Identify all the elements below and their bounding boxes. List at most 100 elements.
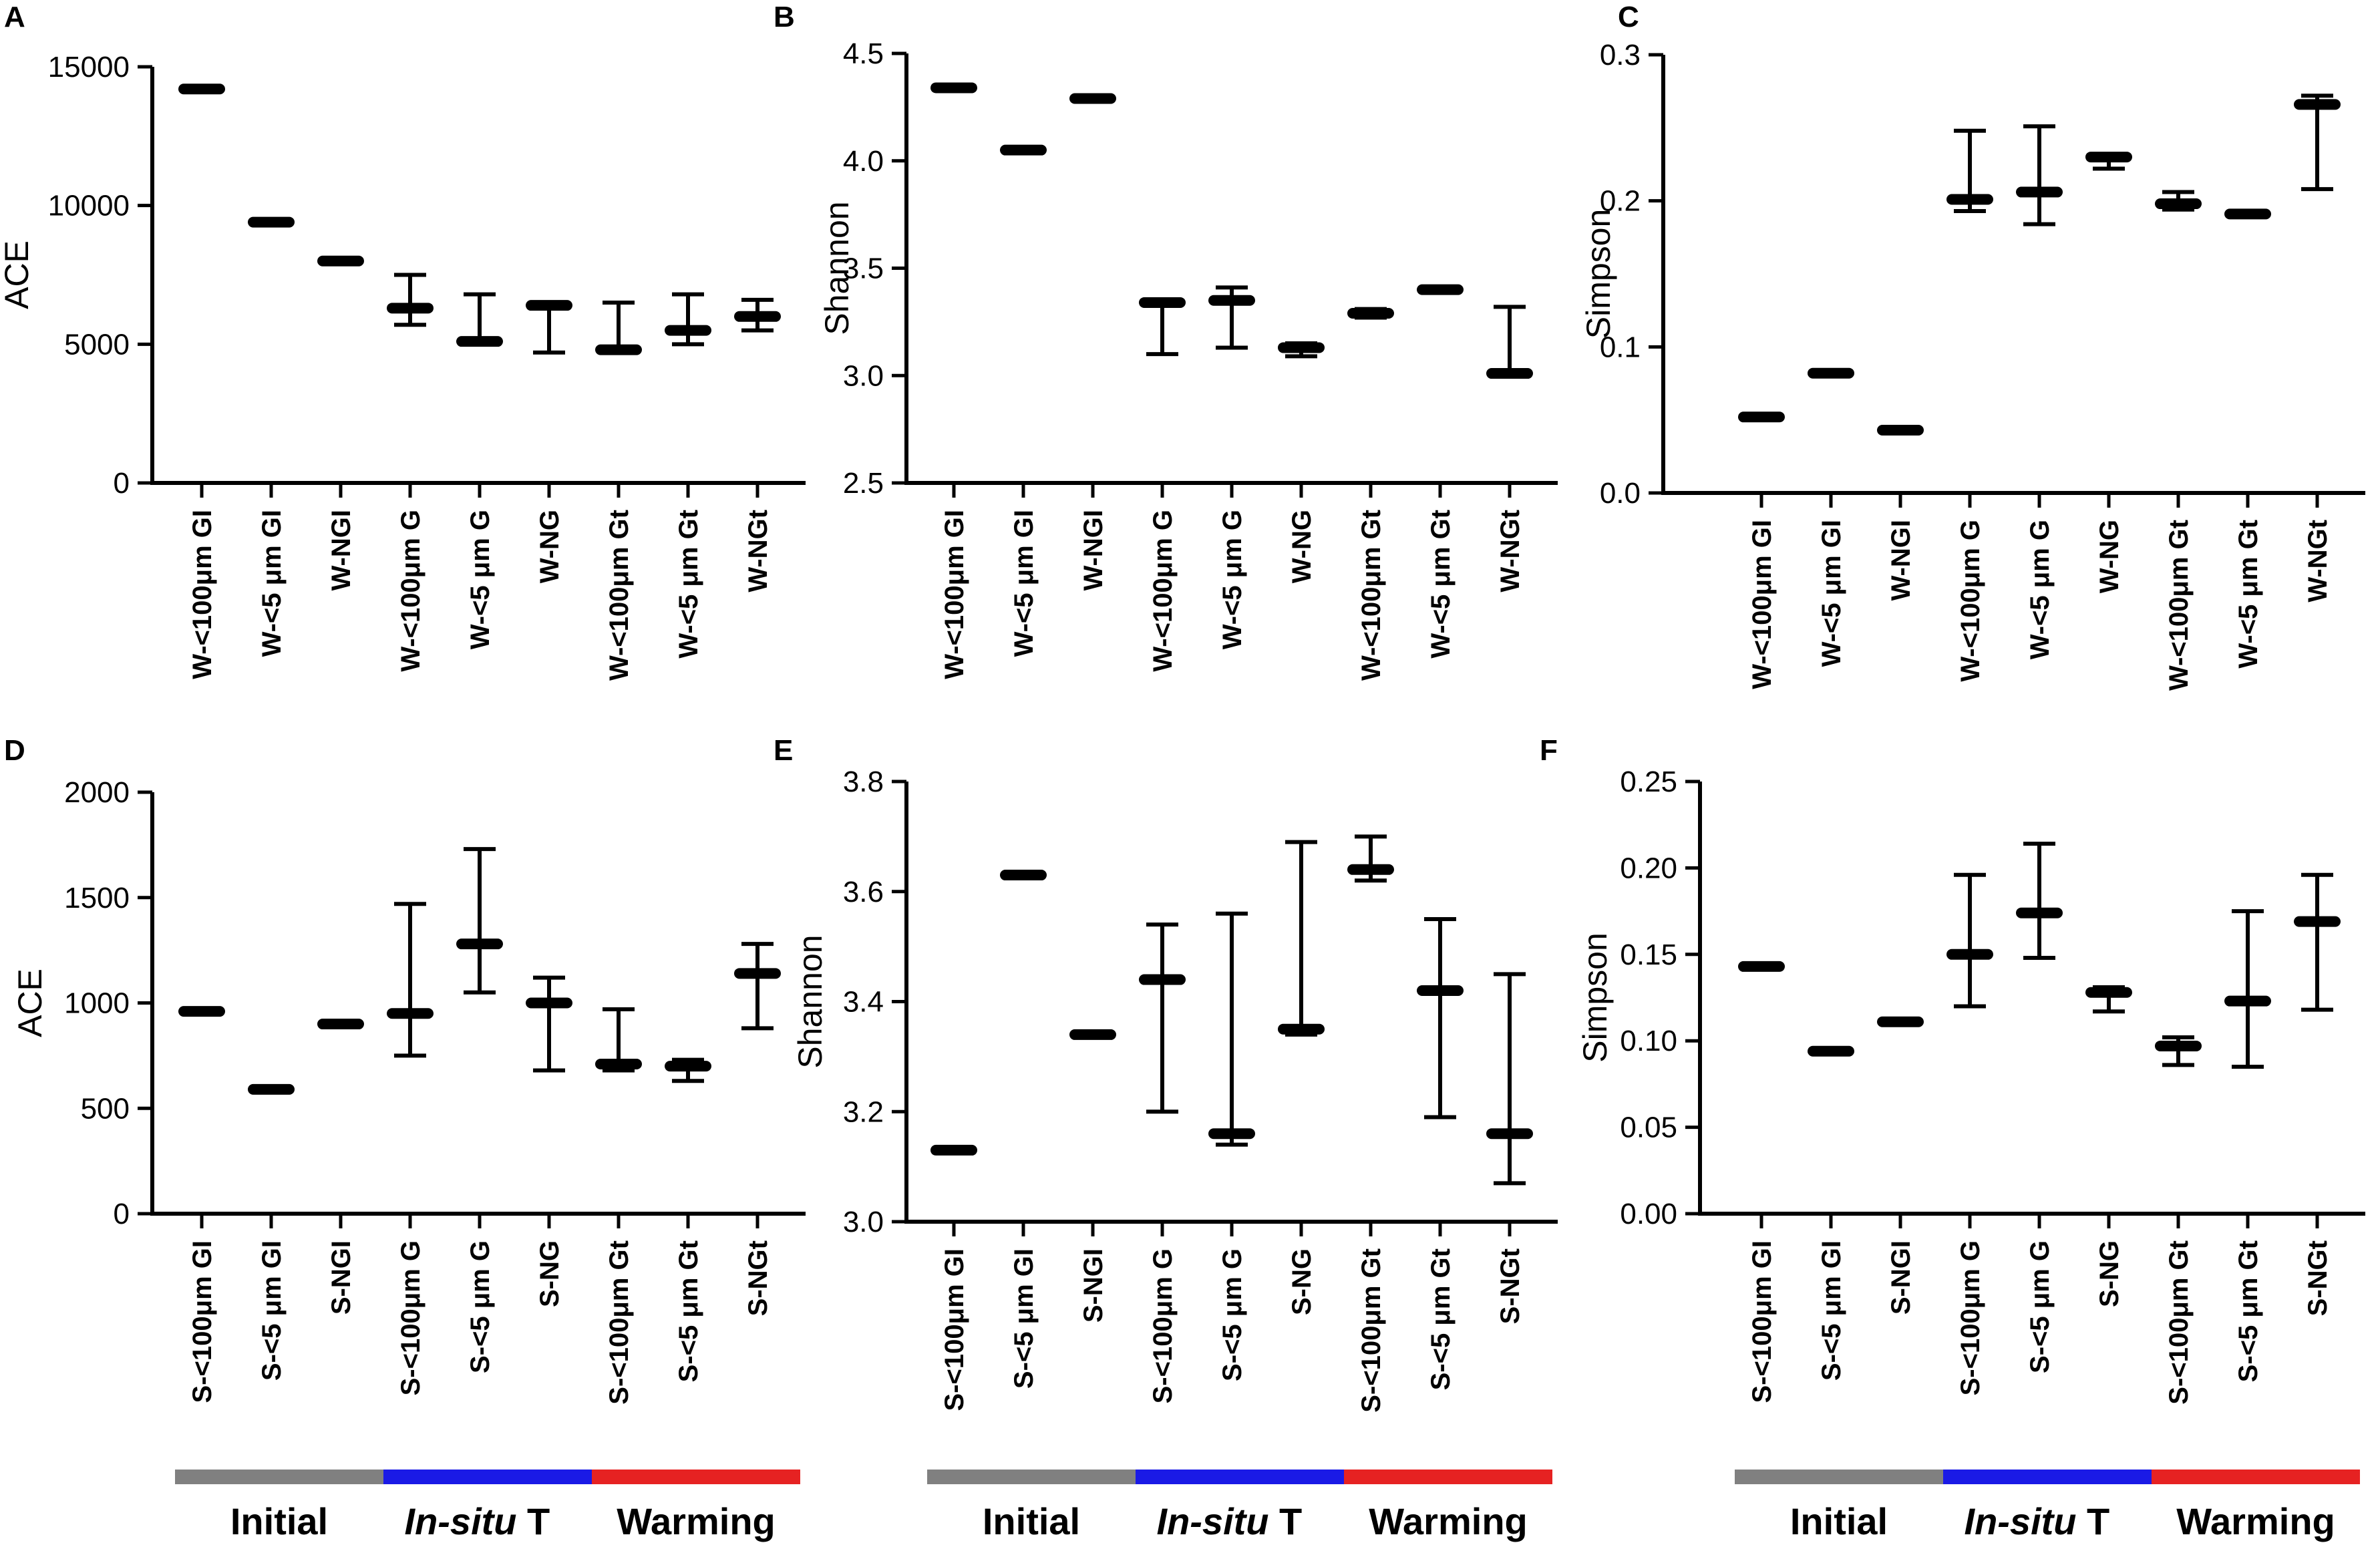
group-bar-initial — [927, 1470, 1136, 1484]
y-axis-label: ACE — [0, 240, 35, 309]
mean-marker — [930, 1144, 977, 1156]
x-tick-label: W-<5 μm Gt — [674, 510, 703, 659]
mean-marker — [2155, 198, 2202, 210]
x-tick-label: S-<5 μm G — [1218, 1248, 1247, 1381]
x-tick-label: S-<5 μm GI — [1817, 1240, 1846, 1381]
mean-marker — [2085, 152, 2132, 163]
mean-marker — [526, 300, 572, 311]
y-tick-label: 0.15 — [1620, 938, 1677, 971]
x-tick-label: W-<100μm GI — [1747, 520, 1777, 689]
group-label-insitu: In-situ T — [1157, 1500, 1303, 1542]
panel-F: F 0.00 0.05 0.10 0.15 0.20 0.25 Simpson S-<100μm… — [1540, 734, 2365, 1542]
x-tick-label: W-NGI — [327, 510, 356, 590]
y-tick-label: 0.20 — [1620, 852, 1677, 884]
mean-marker — [930, 82, 977, 94]
group-label-initial: Initial — [983, 1500, 1080, 1542]
group-label-warming: Warming — [2176, 1500, 2335, 1542]
group-label-insitu-suffix: T — [2077, 1500, 2110, 1542]
mean-marker — [1278, 1023, 1325, 1035]
mean-marker — [317, 255, 364, 267]
group-label-insitu-italic: In-situ — [1965, 1500, 2077, 1542]
x-tick-label: S-<5 μm Gt — [674, 1240, 703, 1382]
x-tick-label: S-<100μm Gt — [605, 1240, 634, 1405]
x-tick-label: S-<5 μm Gt — [2234, 1240, 2263, 1382]
x-tick-label: W-<5 μm Gt — [1426, 510, 1456, 659]
group-bar-warming — [2152, 1470, 2360, 1484]
group-label-insitu-italic: In-situ — [405, 1500, 517, 1542]
x-tick-label: W-NGt — [743, 510, 773, 592]
x-tick-label: W-NGt — [2303, 520, 2333, 603]
x-tick-label: W-NG — [1287, 510, 1317, 583]
panel-D: D 0 500 1000 1500 2000 ACE S-<100μm GI S-<5 μm G… — [4, 734, 806, 1542]
mean-marker — [1347, 308, 1394, 319]
x-tick-label: S-<100μm Gt — [1357, 1248, 1386, 1413]
mean-marker — [456, 336, 503, 347]
mean-marker — [1139, 974, 1186, 985]
group-bar-warming — [592, 1470, 800, 1484]
group-label-insitu: In-situ T — [405, 1500, 550, 1542]
mean-marker — [2224, 208, 2271, 220]
y-axis-label: Simpson — [1580, 209, 1617, 339]
mean-marker — [2016, 907, 2063, 918]
group-bar-warming — [1344, 1470, 1552, 1484]
x-tick-label: S-NG — [2095, 1240, 2124, 1307]
group-label-insitu-suffix: T — [1269, 1500, 1303, 1542]
mean-marker — [734, 311, 781, 322]
mean-marker — [1417, 985, 1464, 997]
x-tick-label: S-<100μm G — [1956, 1240, 1985, 1395]
x-tick-label: S-<100μm G — [396, 1240, 426, 1395]
x-tick-label: W-<5 μm G — [2025, 520, 2055, 659]
mean-marker — [2085, 987, 2132, 998]
y-tick-label: 0.05 — [1620, 1111, 1677, 1144]
group-bar-insitu — [1136, 1470, 1344, 1484]
x-tick-label: S-<5 μm Gt — [1426, 1248, 1456, 1390]
panel-E: E 3.0 3.2 3.4 3.6 3.8 Shannon S-<100μm GI S-<5 μ… — [774, 734, 1558, 1542]
mean-marker — [178, 1006, 225, 1017]
x-tick-label: S-NG — [1287, 1248, 1317, 1315]
mean-marker — [317, 1019, 364, 1030]
x-tick-label: W-<100μm Gt — [1357, 510, 1386, 681]
group-label-warming: Warming — [617, 1500, 775, 1542]
y-tick-label: 3.0 — [843, 359, 884, 392]
mean-marker — [1946, 949, 1993, 960]
y-tick-label: 3.5 — [843, 252, 884, 285]
mean-marker — [1069, 1029, 1116, 1040]
x-tick-label: S-NGt — [1496, 1248, 1525, 1324]
x-tick-label: W-<5 μm GI — [257, 510, 287, 657]
y-tick-label: 0.1 — [1600, 331, 1641, 363]
x-tick-label: W-NG — [535, 510, 564, 583]
panel-label: B — [774, 1, 795, 33]
mean-marker — [1808, 1045, 1854, 1057]
group-label-insitu: In-situ T — [1965, 1500, 2110, 1542]
y-tick-label: 5000 — [64, 328, 130, 361]
mean-marker — [387, 303, 434, 314]
x-tick-label: S-NG — [535, 1240, 564, 1307]
x-tick-label: W-<5 μm G — [466, 510, 495, 649]
mean-marker — [595, 344, 642, 355]
panel-label: E — [774, 734, 793, 767]
mean-marker — [2155, 1040, 2202, 1051]
mean-marker — [2294, 99, 2341, 110]
mean-marker — [1000, 144, 1047, 156]
y-tick-label: 1500 — [64, 882, 130, 914]
x-tick-label: W-NGt — [1496, 510, 1525, 592]
mean-marker — [248, 216, 295, 228]
x-tick-label: S-<5 μm GI — [257, 1240, 287, 1381]
x-tick-label: W-NGI — [1079, 510, 1108, 590]
y-tick-label: 2000 — [64, 776, 130, 809]
mean-marker — [1738, 961, 1785, 972]
x-tick-label: W-<100μm Gt — [605, 510, 634, 681]
mean-marker — [1278, 342, 1325, 353]
x-tick-label: W-<5 μm GI — [1009, 510, 1039, 657]
x-tick-label: S-NGt — [2303, 1240, 2333, 1316]
mean-marker — [1000, 870, 1047, 881]
panel-label: D — [4, 734, 25, 767]
x-tick-label: S-NGI — [1886, 1240, 1916, 1315]
mean-marker — [1347, 864, 1394, 875]
mean-marker — [1069, 93, 1116, 104]
group-label-initial: Initial — [1790, 1500, 1888, 1542]
panel-label: A — [4, 1, 25, 33]
mean-marker — [1139, 297, 1186, 308]
x-tick-label: S-<5 μm GI — [1009, 1248, 1039, 1389]
